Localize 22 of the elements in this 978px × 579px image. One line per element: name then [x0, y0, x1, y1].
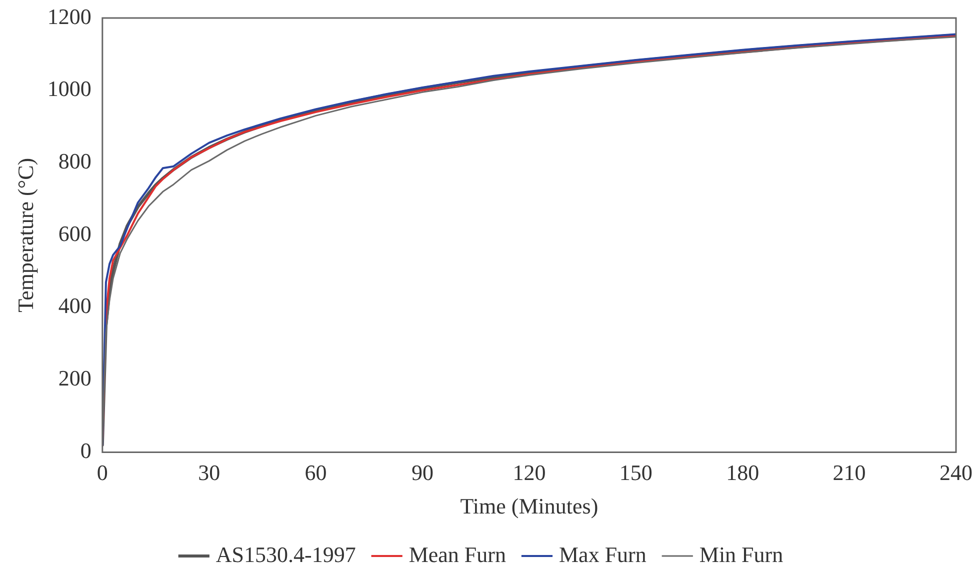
y-tick-label: 800 — [58, 148, 92, 174]
x-tick-label: 60 — [304, 460, 327, 486]
legend-label: AS1530.4-1997 — [216, 542, 356, 567]
x-tick-label: 90 — [412, 460, 434, 486]
legend-label: Min Furn — [699, 542, 784, 567]
x-tick-label: 0 — [96, 460, 108, 486]
x-tick-label: 30 — [198, 460, 220, 486]
x-tick-label: 150 — [619, 460, 652, 486]
y-tick-label: 200 — [58, 366, 92, 391]
y-tick-label: 1000 — [47, 76, 92, 102]
y-tick-label: 0 — [80, 438, 92, 463]
x-tick-label: 180 — [726, 460, 760, 486]
legend-label: Max Furn — [558, 542, 646, 567]
x-axis-title: Time (Minutes) — [460, 494, 598, 519]
y-tick-label: 400 — [58, 293, 92, 318]
x-tick-label: 120 — [512, 460, 546, 486]
y-tick-label: 600 — [58, 220, 92, 246]
legend-label: Mean Furn — [408, 542, 506, 567]
y-axis-title: Temperature (°C) — [12, 158, 38, 312]
x-tick-label: 210 — [832, 460, 866, 486]
x-tick-label: 240 — [940, 460, 972, 486]
y-tick-label: 1200 — [47, 4, 92, 29]
